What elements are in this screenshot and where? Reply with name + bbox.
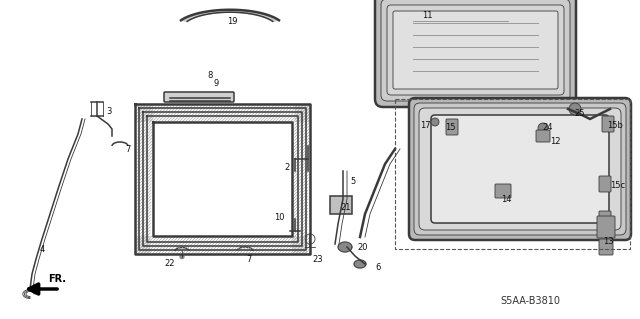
Polygon shape (180, 256, 184, 258)
Text: 24: 24 (543, 123, 553, 132)
Text: 21: 21 (340, 203, 351, 211)
FancyBboxPatch shape (599, 211, 611, 227)
Text: 5: 5 (350, 176, 356, 186)
FancyBboxPatch shape (387, 5, 564, 95)
Polygon shape (354, 260, 366, 268)
Text: 2: 2 (284, 162, 290, 172)
Text: 12: 12 (550, 137, 560, 145)
Text: 3: 3 (106, 107, 112, 115)
FancyBboxPatch shape (393, 11, 558, 89)
FancyBboxPatch shape (164, 92, 234, 102)
Text: 23: 23 (313, 255, 323, 263)
Polygon shape (338, 242, 352, 252)
Text: 9: 9 (213, 78, 219, 87)
Text: 17: 17 (420, 121, 430, 130)
Polygon shape (181, 10, 279, 21)
FancyBboxPatch shape (602, 116, 614, 132)
Bar (330, 196, 352, 214)
FancyBboxPatch shape (381, 0, 570, 101)
Text: 20: 20 (358, 242, 368, 251)
Text: 15b: 15b (607, 122, 623, 130)
Text: 7: 7 (125, 145, 131, 153)
FancyBboxPatch shape (599, 239, 613, 255)
Text: FR.: FR. (48, 274, 66, 284)
Text: 13: 13 (603, 236, 613, 246)
FancyBboxPatch shape (536, 130, 550, 142)
Text: 7: 7 (246, 255, 252, 263)
Text: 19: 19 (227, 17, 237, 26)
FancyBboxPatch shape (597, 216, 615, 238)
FancyBboxPatch shape (414, 103, 626, 235)
Text: 11: 11 (422, 11, 432, 20)
Text: 15: 15 (445, 123, 455, 132)
Text: 14: 14 (500, 195, 511, 204)
Circle shape (569, 103, 581, 115)
Text: 4: 4 (40, 244, 45, 254)
Circle shape (538, 123, 548, 133)
Text: 8: 8 (207, 71, 212, 80)
FancyBboxPatch shape (409, 98, 631, 240)
FancyBboxPatch shape (599, 176, 611, 192)
Text: 22: 22 (164, 259, 175, 269)
Circle shape (431, 118, 439, 126)
FancyBboxPatch shape (446, 119, 458, 135)
FancyBboxPatch shape (495, 184, 511, 198)
FancyBboxPatch shape (375, 0, 576, 107)
Text: S5AA-B3810: S5AA-B3810 (500, 296, 560, 306)
Text: 10: 10 (274, 212, 284, 221)
Text: 6: 6 (375, 263, 381, 271)
Text: 15c: 15c (611, 182, 625, 190)
FancyBboxPatch shape (431, 115, 609, 223)
Text: 25: 25 (575, 109, 585, 118)
FancyBboxPatch shape (419, 108, 621, 230)
